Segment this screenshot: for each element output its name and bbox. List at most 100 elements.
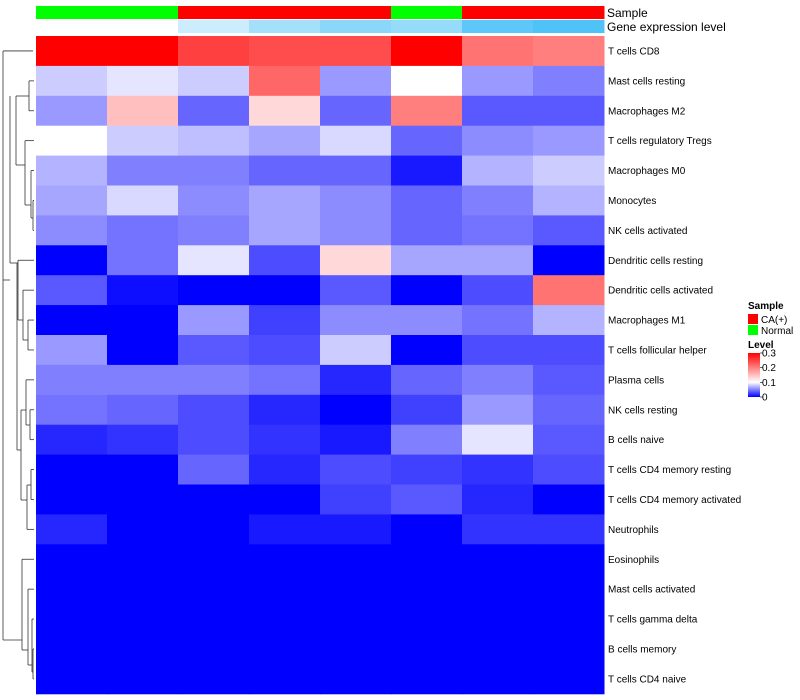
heatmap-cell xyxy=(107,305,179,336)
heatmap-cell xyxy=(178,394,250,426)
heatmap-cell xyxy=(320,125,392,157)
annotation-label-sample: Sample xyxy=(607,6,648,20)
sample-annotation-cell xyxy=(320,6,392,19)
heatmap-cell xyxy=(249,65,321,97)
row-label: T cells gamma delta xyxy=(608,615,698,626)
heatmap-cell xyxy=(36,663,108,695)
heatmap-cell xyxy=(533,424,605,456)
heatmap-cell xyxy=(320,454,392,485)
row-label: Neutrophils xyxy=(608,525,659,536)
heatmap-cell xyxy=(533,36,605,67)
heatmap-cell xyxy=(533,275,605,306)
heatmap-cell xyxy=(391,305,463,336)
heatmap-cell xyxy=(107,604,179,635)
expression-annotation-cell xyxy=(533,20,605,33)
heatmap-cell xyxy=(107,544,179,575)
heatmap-cell xyxy=(107,484,179,515)
heatmap-cell xyxy=(249,663,321,695)
heatmap-cell xyxy=(36,125,108,157)
heatmap-cell xyxy=(36,65,108,97)
row-label: T cells CD4 memory resting xyxy=(608,465,731,476)
row-label: T cells CD4 memory activated xyxy=(608,495,741,506)
heatmap-cell xyxy=(36,604,108,635)
legend-level-ticks: 0.3 0.2 0.1 0 xyxy=(760,349,776,404)
expression-annotation-cell xyxy=(178,20,250,33)
heatmap-cell xyxy=(178,634,250,665)
heatmap-cell xyxy=(320,215,392,246)
heatmap-cell xyxy=(107,663,179,695)
heatmap-cell xyxy=(249,634,321,665)
legend-tick-label: 0.1 xyxy=(762,378,776,389)
legend-sample-entries: CA(+)Normal xyxy=(748,314,793,337)
sample-annotation-cell xyxy=(462,6,534,19)
heatmap-cell xyxy=(320,634,392,665)
legend-level-title: Level xyxy=(748,340,774,351)
heatmap-cell xyxy=(249,275,321,306)
row-label: B cells memory xyxy=(608,644,676,655)
heatmap-cell xyxy=(391,544,463,575)
heatmap-cell xyxy=(533,484,605,515)
expression-annotation-cell xyxy=(107,20,179,33)
heatmap-cell xyxy=(178,544,250,575)
heatmap-cell xyxy=(249,125,321,157)
heatmap-cell xyxy=(107,574,179,605)
heatmap-cell xyxy=(391,663,463,695)
legend-tick-label: 0 xyxy=(762,393,768,404)
legend: Sample CA(+)Normal Level 0.3 0.2 0.1 0 xyxy=(748,301,793,404)
heatmap-cell xyxy=(249,394,321,426)
heatmap-cell xyxy=(391,604,463,635)
row-label: T cells regulatory Tregs xyxy=(608,136,712,147)
heatmap-cell xyxy=(391,484,463,515)
heatmap-cell xyxy=(462,604,534,635)
heatmap-cell xyxy=(249,484,321,515)
heatmap-cell xyxy=(320,185,392,216)
heatmap-cell xyxy=(320,245,392,276)
row-labels: T cells CD8 Mast cells resting Macrophages… xyxy=(608,46,741,685)
heatmap-cell xyxy=(178,424,250,456)
heatmap-cell xyxy=(249,454,321,485)
heatmap-cell xyxy=(320,36,392,67)
heatmap-cell xyxy=(533,305,605,336)
heatmap-cell xyxy=(391,634,463,665)
heatmap-cell xyxy=(178,484,250,515)
heatmap-cell xyxy=(533,514,605,545)
heatmap-cell xyxy=(36,36,108,67)
heatmap-cell xyxy=(107,335,179,366)
row-label: T cells CD8 xyxy=(608,46,660,57)
heatmap-cell xyxy=(320,514,392,545)
heatmap-cell xyxy=(462,65,534,97)
heatmap-cell xyxy=(462,424,534,456)
heatmap-cell xyxy=(178,65,250,97)
heatmap-cell xyxy=(36,95,108,127)
heatmap-cell xyxy=(107,514,179,545)
heatmap-cell xyxy=(36,155,108,186)
heatmap-cell xyxy=(178,36,250,67)
row-label: Dendritic cells resting xyxy=(608,256,703,267)
heatmap-cell xyxy=(391,185,463,216)
row-label: NK cells activated xyxy=(608,226,687,237)
heatmap-cell xyxy=(107,424,179,456)
heatmap-cell xyxy=(391,36,463,67)
heatmap-cell xyxy=(178,155,250,186)
heatmap-cell xyxy=(249,305,321,336)
heatmap-cell xyxy=(249,514,321,545)
sample-annotation-cell xyxy=(391,6,463,19)
heatmap-cell xyxy=(533,245,605,276)
row-label: B cells naive xyxy=(608,435,665,446)
heatmap-cell xyxy=(178,335,250,366)
heatmap-cell xyxy=(178,574,250,605)
sample-annotation-cell xyxy=(36,6,108,19)
heatmap-cell xyxy=(320,574,392,605)
heatmap-cell xyxy=(36,634,108,665)
heatmap-cell xyxy=(391,574,463,605)
heatmap-cell xyxy=(391,335,463,366)
heatmap-cell xyxy=(320,484,392,515)
heatmap-cell xyxy=(107,215,179,246)
row-label: NK cells resting xyxy=(608,405,677,416)
expression-annotation-cell xyxy=(249,20,321,33)
heatmap-cell xyxy=(533,155,605,186)
row-label: Macrophages M0 xyxy=(608,166,686,177)
heatmap-cell xyxy=(462,305,534,336)
heatmap-cell xyxy=(36,305,108,336)
